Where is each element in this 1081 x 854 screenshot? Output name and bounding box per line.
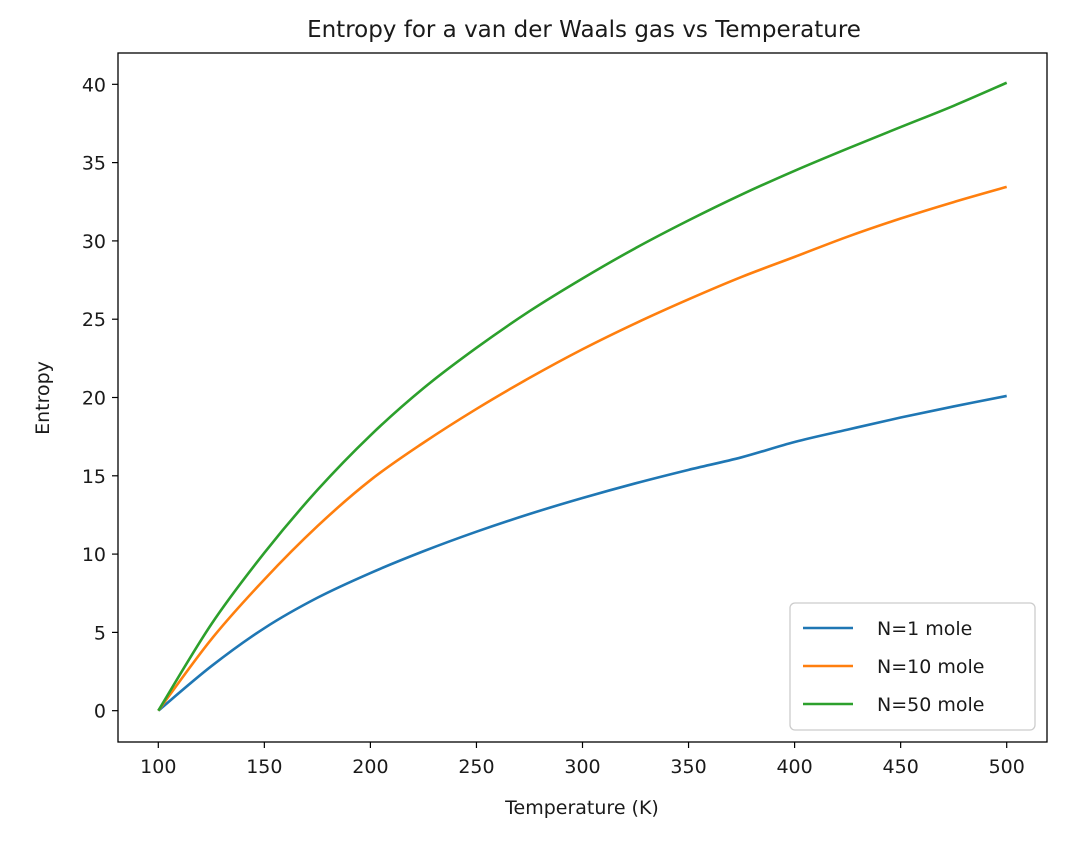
y-tick-label: 20 [82, 388, 106, 410]
x-ticks: 100 150 200 250 300 350 400 450 500 [140, 742, 1025, 778]
x-tick-label: 500 [989, 756, 1025, 778]
y-axis-label: Entropy [32, 361, 54, 435]
chart-title: Entropy for a van der Waals gas vs Tempe… [307, 17, 861, 43]
x-axis-label: Temperature (K) [504, 797, 659, 819]
y-tick-label: 35 [82, 153, 106, 175]
series-line-3 [157, 81, 1008, 712]
legend-label-1: N=1 mole [877, 618, 972, 640]
series-line-2 [157, 185, 1008, 712]
legend: N=1 mole N=10 mole N=50 mole [789, 602, 1036, 731]
y-tick-label: 40 [82, 74, 106, 96]
y-tick-label: 15 [82, 466, 106, 488]
x-tick-label: 350 [670, 756, 706, 778]
x-tick-label: 400 [776, 756, 812, 778]
x-tick-label: 250 [458, 756, 494, 778]
x-tick-label: 300 [564, 756, 600, 778]
y-ticks: 0 5 10 15 20 25 30 35 40 [82, 74, 118, 723]
x-tick-label: 100 [140, 756, 176, 778]
x-tick-label: 200 [352, 756, 388, 778]
series-line-1 [157, 394, 1007, 712]
legend-box [789, 602, 1036, 731]
y-tick-label: 5 [94, 622, 106, 644]
plot-area: 100 150 200 250 300 350 400 450 500 0 5 10 15 20 25 30… [82, 52, 1048, 778]
y-tick-label: 25 [82, 309, 106, 331]
x-tick-label: 150 [246, 756, 282, 778]
series-lines [157, 81, 1008, 712]
legend-label-2: N=10 mole [877, 656, 984, 678]
legend-label-3: N=50 mole [877, 694, 984, 716]
y-tick-label: 10 [82, 544, 106, 566]
y-tick-label: 30 [82, 231, 106, 253]
x-tick-label: 450 [883, 756, 919, 778]
y-tick-label: 0 [94, 701, 106, 723]
